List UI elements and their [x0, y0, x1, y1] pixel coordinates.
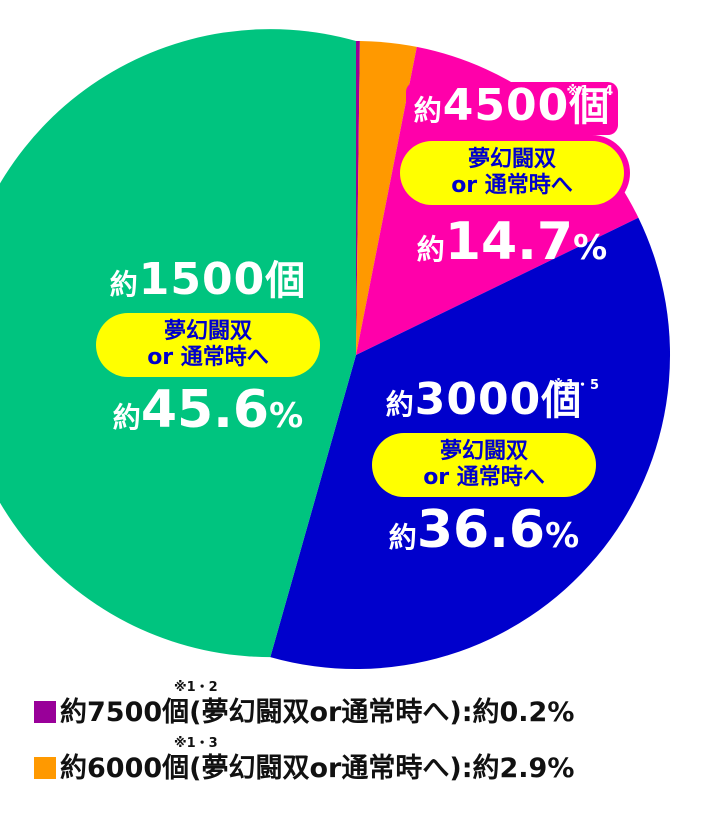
slice-purple	[356, 40, 360, 355]
legend-item-orange: ※1・3 約6000個(夢幻闘双or通常時へ):約2.9%	[34, 736, 575, 785]
label-blue-slice: ※1・5 約3000個 夢幻闘双 or 通常時へ 約36.6%	[364, 376, 604, 567]
count-pink: ※1・4 約4500個	[405, 82, 619, 135]
legend-footnote: ※1・2	[174, 680, 218, 695]
legend-text: 約6000個(夢幻闘双or通常時へ):約2.9%	[60, 753, 575, 784]
legend-text: 約7500個(夢幻闘双or通常時へ):約0.2%	[60, 697, 575, 728]
count-green: 約1500個	[109, 254, 307, 305]
purple-swatch-icon	[34, 701, 56, 723]
pct-blue: 約36.6%	[388, 500, 580, 560]
pct-green: 約45.6%	[112, 380, 304, 440]
footnote-pink: ※1・4	[566, 84, 615, 99]
pill-pink: 夢幻闘双 or 通常時へ	[400, 141, 624, 205]
legend-footnote: ※1・3	[174, 736, 218, 751]
orange-swatch-icon	[34, 757, 56, 779]
count-blue: ※1・5 約3000個	[364, 376, 604, 429]
label-pink-slice: ※1・4 約4500個 夢幻闘双 or 通常時へ 約14.7%	[392, 82, 632, 279]
slice-orange	[356, 41, 417, 355]
legend-item-purple: ※1・2 約7500個(夢幻闘双or通常時へ):約0.2%	[34, 680, 575, 729]
footnote-blue: ※1・5	[552, 378, 600, 393]
pct-pink: 約14.7%	[416, 212, 608, 272]
pill-blue: 夢幻闘双 or 通常時へ	[372, 433, 596, 497]
pill-green: 夢幻闘双 or 通常時へ	[96, 313, 320, 377]
label-green-slice: 約1500個 夢幻闘双 or 通常時へ 約45.6%	[88, 256, 328, 447]
